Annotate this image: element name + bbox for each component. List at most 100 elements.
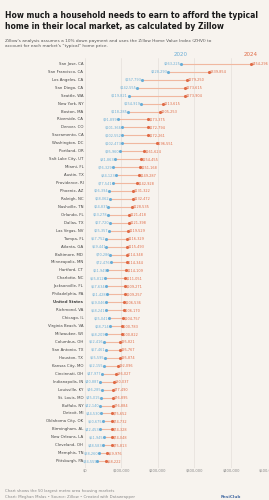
Text: $74,732: $74,732: [113, 420, 127, 424]
Text: Las Vegas, NV: Las Vegas, NV: [56, 228, 83, 232]
Point: [139, 155, 143, 163]
Point: [107, 187, 111, 195]
Point: [146, 124, 150, 132]
Point: [116, 116, 121, 124]
Text: Austin, TX: Austin, TX: [63, 173, 83, 177]
Text: San Jose, CA: San Jose, CA: [59, 62, 83, 66]
Text: $142,555: $142,555: [119, 86, 136, 89]
Text: Indianapolis, IN: Indianapolis, IN: [53, 380, 83, 384]
Text: Raleigh, NC: Raleigh, NC: [61, 197, 83, 201]
Text: $76,884: $76,884: [114, 404, 128, 407]
Text: $205,253: $205,253: [160, 110, 177, 114]
Text: $102,473: $102,473: [105, 142, 122, 146]
Point: [110, 410, 115, 418]
Text: $339,854: $339,854: [210, 70, 226, 74]
Text: Providence, RI: Providence, RI: [55, 181, 83, 185]
Text: $55,812: $55,812: [90, 276, 105, 280]
Point: [110, 434, 114, 442]
Text: Zillow's analysis assumes a 10% down payment and uses the Zillow Home Value Inde: Zillow's analysis assumes a 10% down pay…: [5, 39, 212, 48]
Text: San Francisco, CA: San Francisco, CA: [48, 70, 83, 74]
Text: $115,493: $115,493: [128, 244, 144, 248]
Point: [118, 148, 122, 156]
Point: [179, 60, 183, 68]
Text: $68,714: $68,714: [95, 324, 109, 328]
Point: [120, 124, 124, 132]
Point: [137, 171, 141, 179]
Text: Philadelphia, PA: Philadelphia, PA: [52, 292, 83, 296]
Text: Richmond, VA: Richmond, VA: [56, 308, 83, 312]
Point: [104, 306, 108, 314]
Text: Phoenix, AZ: Phoenix, AZ: [60, 189, 83, 193]
Text: Tampa, FL: Tampa, FL: [63, 236, 83, 240]
Point: [125, 250, 129, 258]
Text: $119,821: $119,821: [111, 94, 128, 98]
Point: [123, 274, 128, 282]
Point: [108, 322, 112, 330]
Text: Nashville, TN: Nashville, TN: [58, 205, 83, 209]
Text: $273,904: $273,904: [186, 94, 202, 98]
Point: [111, 394, 115, 402]
Point: [249, 60, 253, 68]
Text: Memphis, TN: Memphis, TN: [58, 451, 83, 455]
Point: [207, 68, 211, 76]
Point: [118, 346, 122, 354]
Text: $101,366: $101,366: [104, 126, 121, 130]
Text: $77,541: $77,541: [98, 181, 112, 185]
Point: [183, 92, 187, 100]
Point: [104, 346, 108, 354]
Text: $196,551: $196,551: [157, 142, 174, 146]
Text: St. Louis, MO: St. Louis, MO: [58, 396, 83, 400]
Text: Portland, OR: Portland, OR: [59, 150, 83, 154]
Text: $104,757: $104,757: [124, 316, 140, 320]
Point: [124, 266, 129, 274]
Point: [118, 354, 122, 362]
Text: $74,328: $74,328: [112, 428, 127, 432]
Text: $132,472: $132,472: [134, 197, 151, 201]
Text: $86,027: $86,027: [117, 372, 131, 376]
Text: $52,155: $52,155: [89, 364, 103, 368]
Text: Chart shows the 50 largest metro area housing markets: Chart shows the 50 largest metro area ho…: [5, 489, 115, 493]
Text: Houston, TX: Houston, TX: [59, 356, 83, 360]
Text: $70,286: $70,286: [95, 252, 110, 256]
Text: Los Angeles, CA: Los Angeles, CA: [52, 78, 83, 82]
Text: $47,977: $47,977: [87, 372, 102, 376]
Text: Jacksonville, FL: Jacksonville, FL: [54, 284, 83, 288]
Point: [110, 426, 114, 434]
Point: [99, 410, 103, 418]
Point: [108, 195, 112, 203]
Point: [111, 386, 115, 394]
Text: $80,037: $80,037: [115, 380, 129, 384]
Text: Columbus, OH: Columbus, OH: [55, 340, 83, 344]
Point: [99, 394, 103, 402]
Text: Virginia Beach, VA: Virginia Beach, VA: [48, 324, 83, 328]
Point: [97, 449, 101, 457]
Text: 2024: 2024: [244, 52, 258, 58]
Text: 2020: 2020: [174, 52, 188, 58]
Point: [100, 442, 105, 450]
Text: $76,895: $76,895: [114, 396, 128, 400]
Text: $273,615: $273,615: [185, 86, 202, 89]
Text: $157,793: $157,793: [125, 78, 142, 82]
Point: [102, 338, 106, 346]
Text: Buffalo, NY: Buffalo, NY: [62, 404, 83, 407]
Text: $44,530: $44,530: [86, 412, 101, 416]
Text: $72,476: $72,476: [96, 260, 111, 264]
Point: [104, 330, 108, 338]
Text: $95,767: $95,767: [120, 348, 135, 352]
Text: $121,418: $121,418: [130, 213, 147, 217]
Text: Pittsburgh, PA: Pittsburgh, PA: [56, 459, 83, 463]
Text: $172,261: $172,261: [148, 134, 165, 138]
Text: $52,416: $52,416: [89, 340, 103, 344]
Text: Washington, DC: Washington, DC: [52, 142, 83, 146]
Point: [131, 187, 135, 195]
Text: Orlando, FL: Orlando, FL: [61, 213, 83, 217]
Point: [101, 418, 105, 426]
Text: Miami, FL: Miami, FL: [65, 165, 83, 169]
Text: $454,296: $454,296: [252, 62, 268, 66]
Point: [119, 330, 124, 338]
Text: $109,257: $109,257: [125, 292, 142, 296]
Point: [118, 338, 122, 346]
Point: [104, 242, 109, 250]
Text: Atlanta, GA: Atlanta, GA: [61, 244, 83, 248]
Point: [106, 211, 110, 219]
